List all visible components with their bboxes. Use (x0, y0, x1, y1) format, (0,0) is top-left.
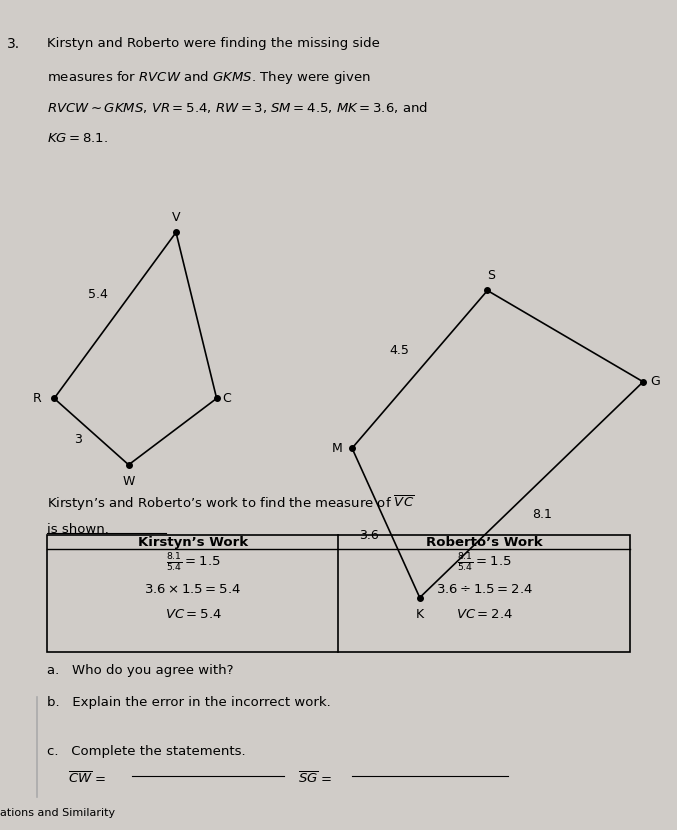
Text: M: M (332, 442, 343, 455)
Text: W: W (123, 475, 135, 488)
Text: $3.6 \times 1.5 = 5.4$: $3.6 \times 1.5 = 5.4$ (144, 583, 242, 596)
Text: G: G (651, 375, 660, 388)
Text: C: C (223, 392, 231, 405)
Text: measures for $\it{RVCW}$ and $\it{GKMS}$. They were given: measures for $\it{RVCW}$ and $\it{GKMS}$… (47, 69, 371, 85)
Text: $\it{VC} = 5.4$: $\it{VC} = 5.4$ (165, 608, 221, 621)
Text: Kirstyn’s and Roberto’s work to find the measure of $\overline{VC}$: Kirstyn’s and Roberto’s work to find the… (47, 494, 415, 513)
Text: a.   Who do you agree with?: a. Who do you agree with? (47, 664, 234, 677)
Text: 8.1: 8.1 (531, 508, 552, 521)
Text: is shown.: is shown. (47, 523, 109, 536)
Text: $\frac{8.1}{5.4} = 1.5$: $\frac{8.1}{5.4} = 1.5$ (457, 552, 511, 574)
Text: $3.6 \div 1.5 = 2.4$: $3.6 \div 1.5 = 2.4$ (435, 583, 533, 596)
Text: $\it{VC} = 2.4$: $\it{VC} = 2.4$ (456, 608, 512, 621)
Text: $\overline{CW}$ =: $\overline{CW}$ = (68, 770, 106, 787)
Text: 4.5: 4.5 (389, 344, 410, 357)
Text: $KG = 8.1$.: $KG = 8.1$. (47, 132, 108, 145)
Text: 3.6: 3.6 (359, 529, 379, 542)
Text: $RVCW \sim GKMS$, $VR = 5.4$, $RW = 3$, $SM = 4.5$, $MK = 3.6$, and: $RVCW \sim GKMS$, $VR = 5.4$, $RW = 3$, … (47, 100, 429, 115)
Text: c.   Complete the statements.: c. Complete the statements. (47, 745, 246, 759)
Text: ations and Similarity: ations and Similarity (0, 808, 115, 818)
Text: Kirstyn’s Work: Kirstyn’s Work (138, 536, 248, 549)
Text: Roberto’s Work: Roberto’s Work (426, 536, 542, 549)
Text: $\overline{SG}$ =: $\overline{SG}$ = (298, 770, 332, 787)
Text: S: S (487, 269, 495, 282)
Text: $\frac{8.1}{5.4} = 1.5$: $\frac{8.1}{5.4} = 1.5$ (166, 552, 220, 574)
Bar (47, 535, 630, 652)
Text: 3.: 3. (7, 37, 20, 51)
Text: V: V (172, 211, 180, 224)
Text: Kirstyn and Roberto were finding the missing side: Kirstyn and Roberto were finding the mis… (47, 37, 380, 51)
Text: R: R (33, 392, 41, 405)
Text: b.   Explain the error in the incorrect work.: b. Explain the error in the incorrect wo… (47, 696, 331, 709)
Text: K: K (416, 608, 424, 621)
Text: 3: 3 (74, 433, 82, 447)
Text: 5.4: 5.4 (88, 288, 108, 301)
